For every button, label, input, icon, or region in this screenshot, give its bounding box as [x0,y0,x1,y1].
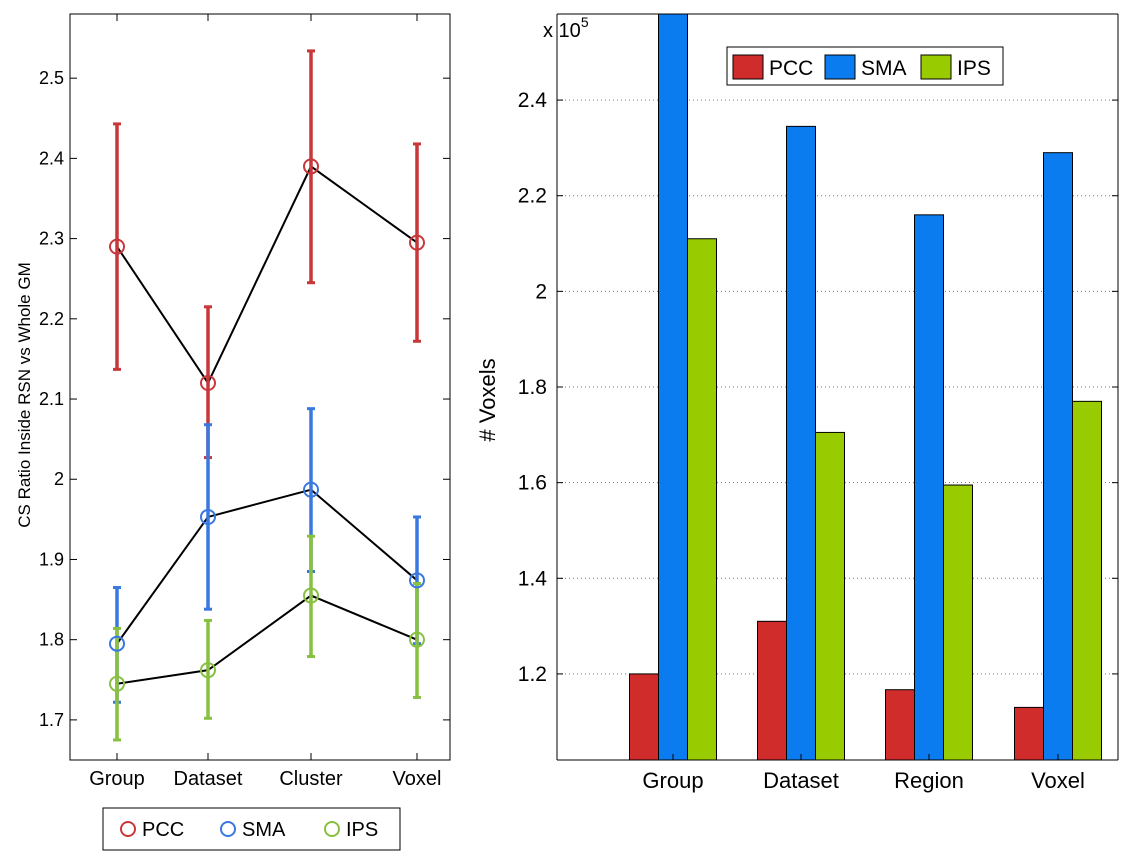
y-tick-label: 2.5 [39,68,64,88]
bar-group-sma [658,13,688,761]
x-tick-label-region: Region [894,768,964,793]
bar-region-sma [914,214,944,761]
y-tick-label: 1.9 [39,549,64,569]
data-point-sma [200,508,216,525]
x-tick-label-cluster: Cluster [279,768,343,790]
bar-group-pcc [629,673,659,761]
data-point-pcc [200,374,216,391]
bar-dataset-sma [786,125,816,761]
legend-label-ips: IPS [346,819,378,841]
x-tick-label-dataset: Dataset [763,768,839,793]
line-chart-plot-area [69,13,451,761]
bar-dataset-pcc [757,620,787,761]
bar-group-ips [687,238,717,761]
bar-region-pcc [885,689,915,761]
legend-marker-sma [220,821,236,837]
legend-marker-pcc [120,821,136,837]
bar-voxel-pcc [1014,706,1044,761]
x-tick-label-voxel: Voxel [1031,768,1085,793]
data-point-sma [409,572,425,589]
y-tick-label: 1.8 [518,376,547,399]
bar-voxel-sma [1043,152,1073,761]
y-tick-label: 1.8 [39,630,64,650]
bar-chart-legend: PCC SMA IPS [726,46,1004,86]
data-point-pcc [109,238,125,255]
line-chart-y-axis-label: CS Ratio Inside RSN vs Whole GM [15,262,34,527]
x-tick-label-group: Group [89,768,145,790]
bar-chart: 1.2 1.4 1.6 1.8 2 2.2 2.4 Group Dataset Region Vox… [475,13,1119,793]
legend-marker-ips [324,821,340,837]
x-tick-label-dataset: Dataset [174,768,243,790]
x-tick-label-voxel: Voxel [393,768,442,790]
legend-label-sma: SMA [242,819,286,841]
data-point-pcc [303,158,319,175]
bar-chart-y-axis-label: # Voxels [475,358,500,441]
data-point-ips [409,631,425,648]
legend-swatch-sma [824,54,856,80]
data-point-sma [109,635,125,652]
series-line-sma [116,488,418,645]
series-line-pcc [116,164,418,386]
line-chart: 1.7 1.8 1.9 2 2.1 2.2 2.3 2.4 2.5 Group Dataset Clu… [15,13,451,851]
data-point-ips [303,587,319,604]
y-tick-label: 2.3 [39,229,64,249]
legend-label-sma: SMA [861,57,907,80]
data-point-ips [109,675,125,692]
series-line-ips [116,594,418,685]
y-tick-label: 2.2 [518,185,547,208]
data-point-ips [200,662,216,679]
bar-dataset-ips [815,431,845,761]
x-tick-label-group: Group [642,768,703,793]
y-tick-label: 2.4 [518,89,548,112]
y-tick-label: 2 [54,469,64,489]
legend-label-pcc: PCC [769,57,813,80]
y-tick-label: 2 [535,280,547,303]
legend-label-pcc: PCC [142,819,184,841]
y-tick-label: 1.4 [518,567,548,590]
y-tick-label: 2.2 [39,309,64,329]
y-tick-label: 2.1 [39,389,64,409]
bar-region-ips [943,484,973,761]
bar-chart-axis-multiplier: x 105 [543,14,589,42]
y-tick-label: 2.4 [39,148,64,168]
y-tick-label: 1.6 [518,472,547,495]
data-point-sma [303,481,319,498]
legend-swatch-ips [920,54,952,80]
legend-swatch-pcc [732,54,764,80]
data-point-pcc [409,234,425,251]
line-chart-legend: PCC SMA IPS [102,807,401,851]
y-tick-label: 1.2 [518,663,547,686]
y-tick-label: 1.7 [39,710,64,730]
bar-voxel-ips [1072,400,1102,761]
legend-label-ips: IPS [957,57,991,80]
